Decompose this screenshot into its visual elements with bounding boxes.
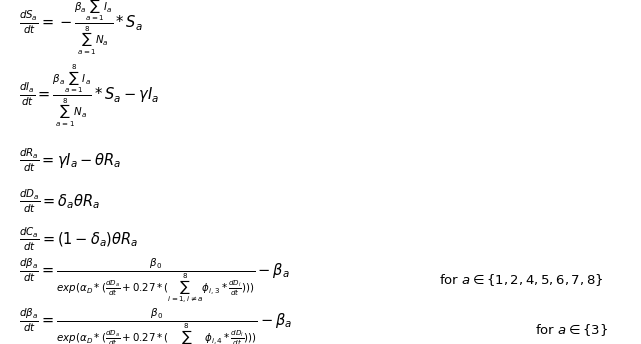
Text: $\frac{d\beta_a}{dt} = \frac{\beta_0}{exp(\alpha_D * (\frac{dD_a}{dt} + 0.27 * (: $\frac{d\beta_a}{dt} = \frac{\beta_0}{ex… [19,256,290,305]
Text: $\frac{dI_a}{dt} = \frac{\beta_a \sum_{a=1}^{8} I_a}{\sum_{a=1}^{8} N_a} * S_a -: $\frac{dI_a}{dt} = \frac{\beta_a \sum_{a… [19,63,160,129]
Text: $\mathrm{for}\ a \in \{3\}$: $\mathrm{for}\ a \in \{3\}$ [535,322,608,338]
Text: $\frac{dR_a}{dt} = \gamma I_a - \theta R_a$: $\frac{dR_a}{dt} = \gamma I_a - \theta R… [19,146,122,174]
Text: $\frac{dC_a}{dt} = (1 - \delta_a)\theta R_a$: $\frac{dC_a}{dt} = (1 - \delta_a)\theta … [19,225,138,253]
Text: $\frac{d\beta_a}{dt} = \frac{\beta_0}{exp(\alpha_D * (\frac{dD_a}{dt} + 0.27 * (: $\frac{d\beta_a}{dt} = \frac{\beta_0}{ex… [19,306,293,344]
Text: $\frac{dD_a}{dt} = \delta_a \theta R_a$: $\frac{dD_a}{dt} = \delta_a \theta R_a$ [19,187,101,215]
Text: $\mathrm{for}\ a \in \{1, 2, 4, 5, 6, 7, 8\}$: $\mathrm{for}\ a \in \{1, 2, 4, 5, 6, 7,… [439,272,604,288]
Text: $\frac{dS_a}{dt} = -\frac{\beta_a \sum_{a=1}^{8} I_a}{\sum_{a=1}^{8} N_a} * S_a$: $\frac{dS_a}{dt} = -\frac{\beta_a \sum_{… [19,0,143,57]
